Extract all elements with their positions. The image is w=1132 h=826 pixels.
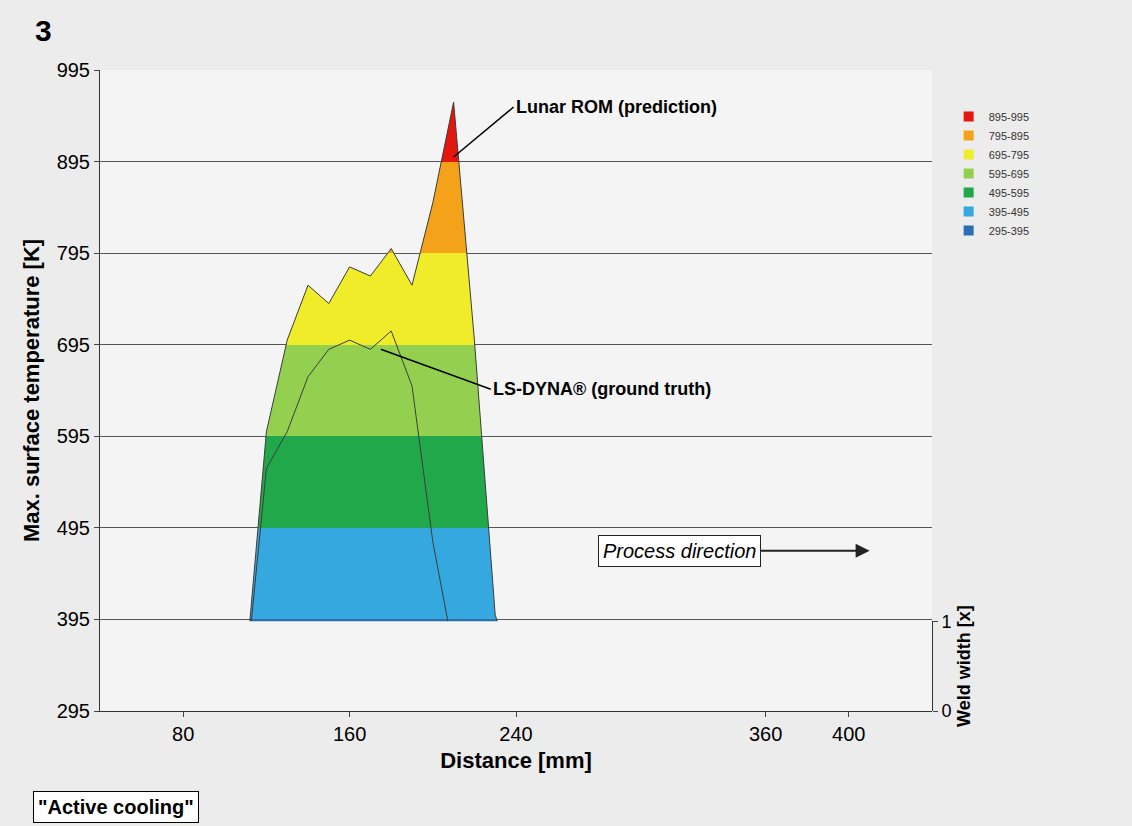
svg-text:895: 895 bbox=[57, 151, 90, 173]
svg-text:495-595: 495-595 bbox=[989, 187, 1029, 199]
svg-text:1: 1 bbox=[942, 612, 952, 632]
svg-text:795: 795 bbox=[57, 242, 90, 264]
svg-text:795-895: 795-895 bbox=[989, 130, 1029, 142]
svg-text:Process direction: Process direction bbox=[603, 540, 756, 562]
svg-text:395-495: 395-495 bbox=[989, 206, 1029, 218]
svg-text:0: 0 bbox=[942, 701, 952, 721]
svg-text:360: 360 bbox=[749, 723, 782, 745]
svg-text:695: 695 bbox=[57, 334, 90, 356]
svg-text:395: 395 bbox=[57, 608, 90, 630]
svg-text:695-795: 695-795 bbox=[989, 149, 1029, 161]
svg-text:995: 995 bbox=[57, 59, 90, 81]
svg-text:400: 400 bbox=[832, 723, 865, 745]
svg-text:3: 3 bbox=[35, 14, 52, 47]
svg-text:595-695: 595-695 bbox=[989, 168, 1029, 180]
svg-text:Max. surface temperature [K]: Max. surface temperature [K] bbox=[19, 239, 44, 542]
svg-text:160: 160 bbox=[333, 723, 366, 745]
svg-text:"Active cooling": "Active cooling" bbox=[38, 796, 194, 818]
svg-text:895-995: 895-995 bbox=[989, 111, 1029, 123]
svg-text:295-395: 295-395 bbox=[989, 225, 1029, 237]
svg-text:Lunar ROM (prediction): Lunar ROM (prediction) bbox=[516, 97, 717, 117]
svg-text:495: 495 bbox=[57, 517, 90, 539]
svg-text:Weld width [x]: Weld width [x] bbox=[954, 605, 974, 727]
svg-text:295: 295 bbox=[57, 700, 90, 722]
svg-text:595: 595 bbox=[57, 425, 90, 447]
svg-text:80: 80 bbox=[172, 723, 194, 745]
svg-text:Distance [mm]: Distance [mm] bbox=[440, 748, 592, 773]
svg-text:LS-DYNA® (ground truth): LS-DYNA® (ground truth) bbox=[493, 379, 711, 399]
svg-text:240: 240 bbox=[499, 723, 532, 745]
